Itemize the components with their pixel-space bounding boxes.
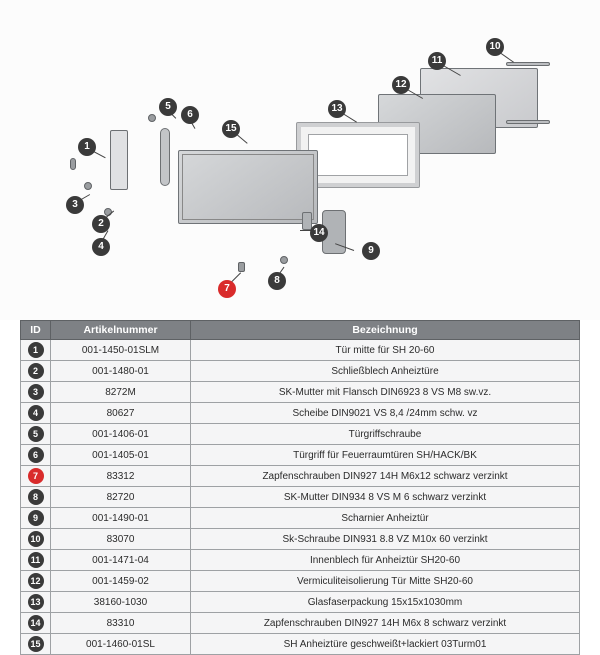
cell-artikelnummer: 001-1490-01 bbox=[51, 508, 191, 529]
parts-table-body: 1 001-1450-01SLMTür mitte für SH 20-60 2 00… bbox=[21, 340, 580, 655]
cell-artikelnummer: 001-1459-02 bbox=[51, 571, 191, 592]
table-row: 6 001-1405-01Türgriff für Feuerraumtüren … bbox=[21, 445, 580, 466]
row-id-bubble: 12 bbox=[28, 573, 44, 589]
callout-11: 11 bbox=[428, 52, 446, 70]
callout-13: 13 bbox=[328, 100, 346, 118]
part-frame-13-opening bbox=[308, 134, 408, 176]
table-row: 1 001-1450-01SLMTür mitte für SH 20-60 bbox=[21, 340, 580, 361]
row-id-bubble: 3 bbox=[28, 384, 44, 400]
row-id-bubble: 1 bbox=[28, 342, 44, 358]
table-row: 3 8272MSK-Mutter mit Flansch DIN6923 8 VS… bbox=[21, 382, 580, 403]
exploded-diagram: 123456789101112131415 bbox=[0, 0, 600, 320]
part-handle-6 bbox=[160, 128, 170, 186]
row-id-bubble: 7 bbox=[28, 468, 44, 484]
table-row: 15 001-1460-01SLSH Anheiztüre geschweißt+… bbox=[21, 634, 580, 655]
table-row: 2 001-1480-01Schließblech Anheiztüre bbox=[21, 361, 580, 382]
cell-bezeichnung: Glasfaserpackung 15x15x1030mm bbox=[191, 592, 580, 613]
callout-9: 9 bbox=[362, 242, 380, 260]
cell-artikelnummer: 001-1471-04 bbox=[51, 550, 191, 571]
part-stud-7 bbox=[238, 262, 245, 272]
cell-bezeichnung: Innenblech für Anheiztür SH20-60 bbox=[191, 550, 580, 571]
th-artnr: Artikelnummer bbox=[51, 321, 191, 340]
cell-artikelnummer: 80627 bbox=[51, 403, 191, 424]
cell-artikelnummer: 83312 bbox=[51, 466, 191, 487]
row-id-bubble: 15 bbox=[28, 636, 44, 652]
row-id-bubble: 13 bbox=[28, 594, 44, 610]
cell-artikelnummer: 83310 bbox=[51, 613, 191, 634]
cell-artikelnummer: 8272M bbox=[51, 382, 191, 403]
table-row: 8 82720SK-Mutter DIN934 8 VS M 6 schwarz … bbox=[21, 487, 580, 508]
callout-14: 14 bbox=[310, 224, 328, 242]
part-nut-3 bbox=[84, 182, 92, 190]
cell-artikelnummer: 001-1405-01 bbox=[51, 445, 191, 466]
parts-table-wrap: ID Artikelnummer Bezeichnung 1 001-1450-0… bbox=[20, 320, 580, 655]
row-id-bubble: 6 bbox=[28, 447, 44, 463]
table-row: 13 38160-1030Glasfaserpackung 15x15x1030m… bbox=[21, 592, 580, 613]
callout-3: 3 bbox=[66, 196, 84, 214]
cell-bezeichnung: Vermiculiteisolierung Tür Mitte SH20-60 bbox=[191, 571, 580, 592]
part-strike-2 bbox=[110, 130, 128, 190]
table-row: 14 83310Zapfenschrauben DIN927 14H M6x 8 … bbox=[21, 613, 580, 634]
part-screw-5 bbox=[148, 114, 156, 122]
cell-bezeichnung: Tür mitte für SH 20-60 bbox=[191, 340, 580, 361]
callout-10: 10 bbox=[486, 38, 504, 56]
parts-table: ID Artikelnummer Bezeichnung 1 001-1450-0… bbox=[20, 320, 580, 655]
row-id-bubble: 4 bbox=[28, 405, 44, 421]
cell-bezeichnung: SK-Mutter DIN934 8 VS M 6 schwarz verzin… bbox=[191, 487, 580, 508]
row-id-bubble: 14 bbox=[28, 615, 44, 631]
callout-12: 12 bbox=[392, 76, 410, 94]
cell-bezeichnung: Sk-Schraube DIN931 8.8 VZ M10x 60 verzin… bbox=[191, 529, 580, 550]
cell-artikelnummer: 001-1406-01 bbox=[51, 424, 191, 445]
callout-5: 5 bbox=[159, 98, 177, 116]
cell-bezeichnung: SH Anheiztüre geschweißt+lackiert 03Turm… bbox=[191, 634, 580, 655]
table-row: 7 83312Zapfenschrauben DIN927 14H M6x12 s… bbox=[21, 466, 580, 487]
th-id: ID bbox=[21, 321, 51, 340]
cell-bezeichnung: Scharnier Anheiztür bbox=[191, 508, 580, 529]
cell-artikelnummer: 38160-1030 bbox=[51, 592, 191, 613]
table-row: 9 001-1490-01Scharnier Anheiztür bbox=[21, 508, 580, 529]
cell-bezeichnung: Zapfenschrauben DIN927 14H M6x 8 schwarz… bbox=[191, 613, 580, 634]
cell-bezeichnung: Türgriffschraube bbox=[191, 424, 580, 445]
row-id-bubble: 5 bbox=[28, 426, 44, 442]
table-row: 12 001-1459-02Vermiculiteisolierung Tür M… bbox=[21, 571, 580, 592]
callout-15: 15 bbox=[222, 120, 240, 138]
callout-2: 2 bbox=[92, 215, 110, 233]
part-bolt-10b bbox=[506, 120, 550, 124]
table-row: 5 001-1406-01Türgriffschraube bbox=[21, 424, 580, 445]
table-row: 4 80627Scheibe DIN9021 VS 8,4 /24mm schw.… bbox=[21, 403, 580, 424]
cell-bezeichnung: Schließblech Anheiztüre bbox=[191, 361, 580, 382]
row-id-bubble: 9 bbox=[28, 510, 44, 526]
callout-1: 1 bbox=[78, 138, 96, 156]
row-id-bubble: 10 bbox=[28, 531, 44, 547]
cell-bezeichnung: SK-Mutter mit Flansch DIN6923 8 VS M8 sw… bbox=[191, 382, 580, 403]
cell-bezeichnung: Türgriff für Feuerraumtüren SH/HACK/BK bbox=[191, 445, 580, 466]
th-bez: Bezeichnung bbox=[191, 321, 580, 340]
cell-artikelnummer: 001-1450-01SLM bbox=[51, 340, 191, 361]
cell-bezeichnung: Scheibe DIN9021 VS 8,4 /24mm schw. vz bbox=[191, 403, 580, 424]
table-row: 11 001-1471-04Innenblech für Anheiztür SH… bbox=[21, 550, 580, 571]
table-row: 10 83070Sk-Schraube DIN931 8.8 VZ M10x 60… bbox=[21, 529, 580, 550]
callout-4: 4 bbox=[92, 238, 110, 256]
callout-6: 6 bbox=[181, 106, 199, 124]
cell-bezeichnung: Zapfenschrauben DIN927 14H M6x12 schwarz… bbox=[191, 466, 580, 487]
part-nut-8 bbox=[280, 256, 288, 264]
callout-7: 7 bbox=[218, 280, 236, 298]
callout-8: 8 bbox=[268, 272, 286, 290]
row-id-bubble: 2 bbox=[28, 363, 44, 379]
cell-artikelnummer: 001-1460-01SL bbox=[51, 634, 191, 655]
cell-artikelnummer: 82720 bbox=[51, 487, 191, 508]
part-pin-1 bbox=[70, 158, 76, 170]
cell-artikelnummer: 001-1480-01 bbox=[51, 361, 191, 382]
row-id-bubble: 11 bbox=[28, 552, 44, 568]
part-door-15-bevel bbox=[182, 154, 314, 220]
row-id-bubble: 8 bbox=[28, 489, 44, 505]
cell-artikelnummer: 83070 bbox=[51, 529, 191, 550]
